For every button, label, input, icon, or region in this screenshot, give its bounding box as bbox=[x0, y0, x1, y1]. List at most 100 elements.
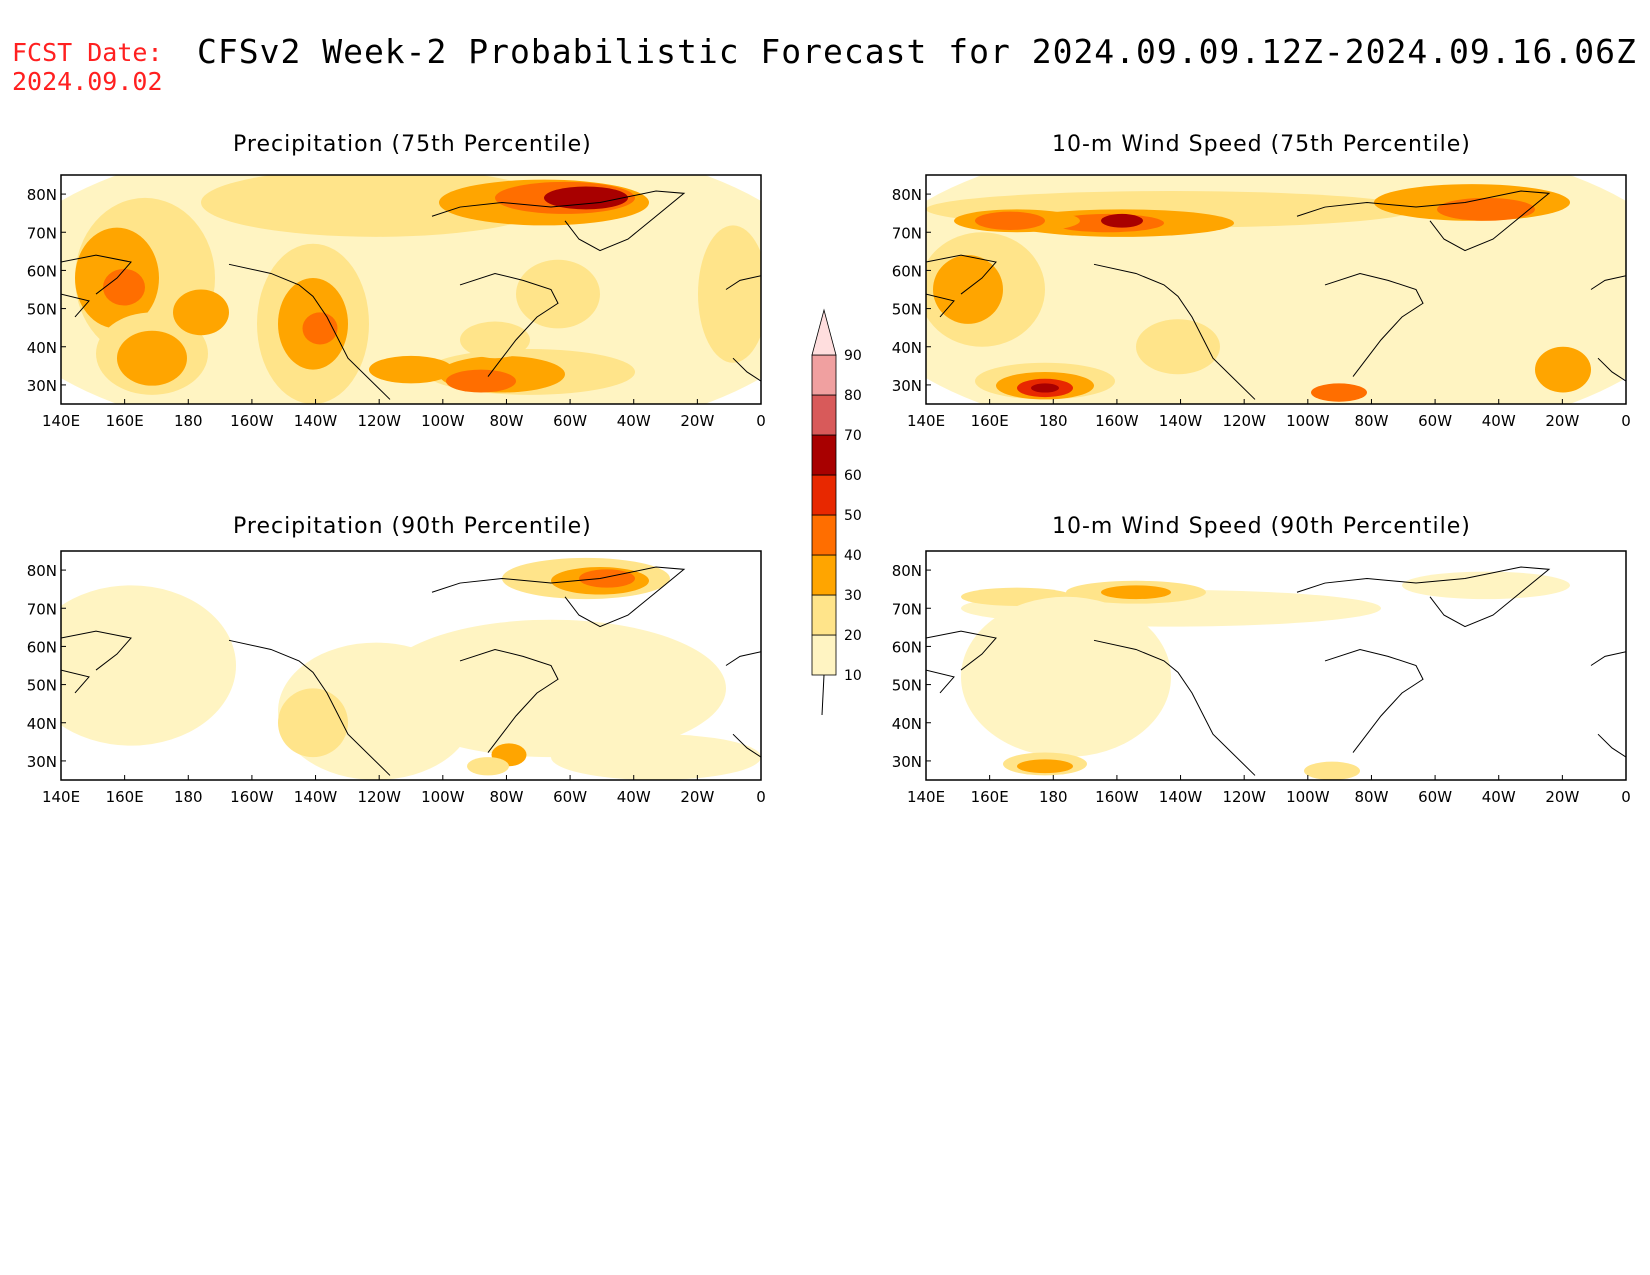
probability-shading bbox=[376, 619, 726, 758]
lon-tick-label: 80W bbox=[489, 788, 523, 806]
lat-tick-label: 70N bbox=[27, 600, 57, 618]
coastline bbox=[61, 254, 132, 295]
probability-shading bbox=[1402, 571, 1570, 600]
lon-tick-label: 140E bbox=[42, 412, 80, 430]
map-frame bbox=[60, 550, 762, 781]
probability-shading bbox=[1535, 346, 1591, 393]
lat-tick-label: 80N bbox=[892, 186, 922, 204]
coastline bbox=[926, 293, 955, 318]
lon-tick-label: 60W bbox=[1418, 788, 1452, 806]
map-panel-3: 140E 160E 180 160W 140W 120W 100W 80W 60W 40W 20W 0… bbox=[892, 550, 1631, 806]
lon-tick-label: 140W bbox=[294, 788, 338, 806]
coastline bbox=[1324, 648, 1424, 753]
lon-tick-label: 120W bbox=[1222, 412, 1266, 430]
lon-tick-label: 180 bbox=[1039, 788, 1068, 806]
lat-tick-label: 60N bbox=[892, 262, 922, 280]
coastline bbox=[431, 566, 686, 628]
coastline bbox=[926, 669, 955, 694]
lon-tick-label: 160W bbox=[230, 412, 274, 430]
panel-title-wind-90: 10-m Wind Speed (90th Percentile) bbox=[1052, 514, 1471, 539]
probability-shading bbox=[61, 585, 236, 746]
lon-tick-label: 140W bbox=[294, 412, 338, 430]
colorbar-swatch bbox=[811, 394, 837, 436]
probability-shading bbox=[460, 321, 530, 359]
lon-tick-label: 0 bbox=[1621, 412, 1631, 430]
probability-shading bbox=[1101, 213, 1143, 228]
lon-tick-label: 20W bbox=[1545, 412, 1579, 430]
lon-tick-label: 140E bbox=[42, 788, 80, 806]
lon-tick-label: 120W bbox=[357, 412, 401, 430]
forecast-date-value: 2024.09.02 bbox=[12, 67, 163, 96]
lon-tick-label: 40W bbox=[617, 412, 651, 430]
probability-shading bbox=[1017, 759, 1073, 774]
coastline bbox=[228, 263, 391, 400]
coastline bbox=[1296, 190, 1551, 252]
lon-tick-label: 140W bbox=[1159, 412, 1203, 430]
probability-shading bbox=[1311, 383, 1367, 402]
colorbar-swatch bbox=[811, 634, 837, 676]
lat-tick-label: 30N bbox=[892, 377, 922, 395]
colorbar-label: 60 bbox=[844, 468, 862, 484]
lat-tick-label: 40N bbox=[27, 715, 57, 733]
lon-tick-label: 80W bbox=[1354, 412, 1388, 430]
coastline bbox=[1093, 263, 1256, 400]
coastline bbox=[926, 254, 997, 295]
lat-tick-label: 40N bbox=[27, 339, 57, 357]
coastline bbox=[725, 275, 761, 290]
lon-tick-label: 160E bbox=[971, 788, 1009, 806]
lat-tick-label: 50N bbox=[892, 677, 922, 695]
lon-tick-label: 160E bbox=[971, 412, 1009, 430]
coastline bbox=[1590, 275, 1626, 290]
probability-shading bbox=[369, 355, 453, 384]
lon-tick-label: 180 bbox=[1039, 412, 1068, 430]
lon-tick-label: 100W bbox=[1286, 412, 1330, 430]
coastline bbox=[725, 651, 761, 666]
colorbar-label: 10 bbox=[844, 668, 862, 684]
lon-tick-label: 160E bbox=[106, 412, 144, 430]
probability-shading bbox=[1101, 585, 1171, 600]
lon-tick-label: 160W bbox=[1095, 412, 1139, 430]
lon-tick-label: 80W bbox=[489, 412, 523, 430]
coastline bbox=[459, 272, 559, 377]
coastline bbox=[431, 190, 686, 252]
lon-tick-label: 60W bbox=[553, 788, 587, 806]
lon-tick-label: 180 bbox=[174, 788, 203, 806]
probability-shading bbox=[103, 268, 145, 306]
coastline bbox=[1296, 566, 1551, 628]
probability-shading bbox=[467, 757, 509, 776]
lon-tick-label: 120W bbox=[1222, 788, 1266, 806]
probability-shading bbox=[698, 225, 761, 363]
lon-tick-label: 100W bbox=[421, 788, 465, 806]
lat-tick-label: 80N bbox=[27, 562, 57, 580]
probability-shading bbox=[579, 569, 635, 588]
map-frame bbox=[925, 550, 1627, 781]
coastline bbox=[61, 669, 90, 694]
panel-title-precip-90: Precipitation (90th Percentile) bbox=[233, 514, 592, 539]
colorbar-swatch bbox=[811, 594, 837, 636]
lat-tick-label: 70N bbox=[892, 600, 922, 618]
lat-tick-label: 40N bbox=[892, 715, 922, 733]
lat-tick-label: 40N bbox=[892, 339, 922, 357]
lon-tick-label: 140W bbox=[1159, 788, 1203, 806]
colorbar-label: 50 bbox=[844, 508, 862, 524]
lon-tick-label: 0 bbox=[756, 788, 766, 806]
lat-tick-label: 60N bbox=[27, 638, 57, 656]
probability-shading bbox=[173, 289, 229, 336]
colorbar-label: 30 bbox=[844, 588, 862, 604]
colorbar: 10 20 30 40 50 60 70 80 90 bbox=[811, 308, 862, 716]
lat-tick-label: 60N bbox=[892, 638, 922, 656]
colorbar-swatch bbox=[811, 514, 837, 556]
lon-tick-label: 100W bbox=[421, 412, 465, 430]
colorbar-swatch bbox=[811, 474, 837, 516]
coastline bbox=[228, 639, 391, 776]
map-panel-1: 140E 160E 180 160W 140W 120W 100W 80W 60W 40W 20W 0… bbox=[892, 174, 1631, 430]
probability-shading bbox=[1437, 197, 1535, 221]
lon-tick-label: 140E bbox=[907, 788, 945, 806]
probability-shading bbox=[446, 369, 516, 393]
lon-tick-label: 40W bbox=[1482, 788, 1516, 806]
probability-shading bbox=[1136, 319, 1220, 375]
lat-tick-label: 80N bbox=[27, 186, 57, 204]
lat-tick-label: 70N bbox=[892, 224, 922, 242]
probability-shading bbox=[302, 312, 338, 345]
